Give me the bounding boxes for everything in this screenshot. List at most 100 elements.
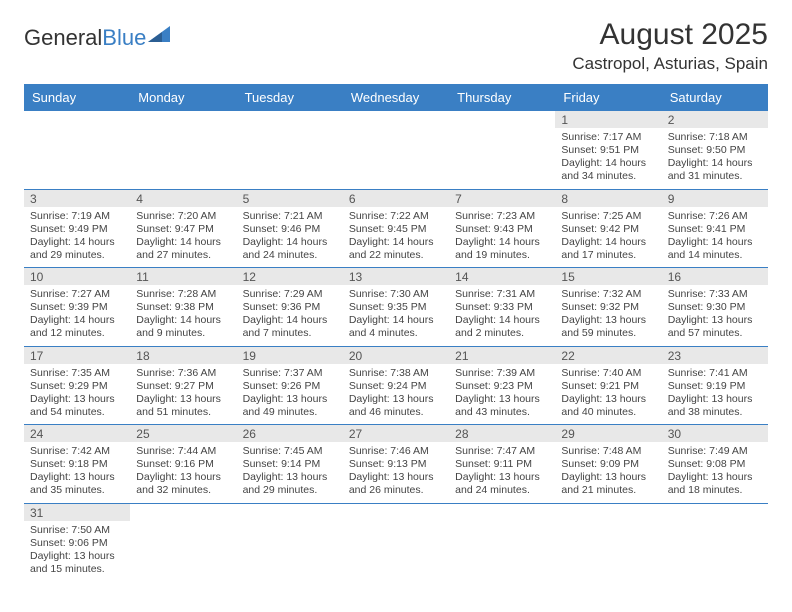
day-number: 17 bbox=[24, 347, 130, 364]
daylight-line1: Daylight: 13 hours bbox=[668, 314, 762, 327]
day-number: 30 bbox=[662, 425, 768, 442]
sail-icon bbox=[148, 24, 174, 44]
day-number bbox=[449, 504, 555, 521]
day-number: 14 bbox=[449, 268, 555, 285]
day-number: 12 bbox=[237, 268, 343, 285]
sunrise-text: Sunrise: 7:26 AM bbox=[668, 210, 762, 223]
daynum-row: 31 bbox=[24, 504, 768, 521]
sunset-text: Sunset: 9:42 PM bbox=[561, 223, 655, 236]
sunset-text: Sunset: 9:24 PM bbox=[349, 380, 443, 393]
sunset-text: Sunset: 9:39 PM bbox=[30, 301, 124, 314]
sunset-text: Sunset: 9:30 PM bbox=[668, 301, 762, 314]
sunset-text: Sunset: 9:19 PM bbox=[668, 380, 762, 393]
day-cell: Sunrise: 7:17 AMSunset: 9:51 PMDaylight:… bbox=[555, 128, 661, 189]
sunrise-text: Sunrise: 7:41 AM bbox=[668, 367, 762, 380]
sunrise-text: Sunrise: 7:19 AM bbox=[30, 210, 124, 223]
sunset-text: Sunset: 9:38 PM bbox=[136, 301, 230, 314]
sunset-text: Sunset: 9:29 PM bbox=[30, 380, 124, 393]
brand-part1: General bbox=[24, 25, 102, 51]
day-number: 27 bbox=[343, 425, 449, 442]
day-cell: Sunrise: 7:25 AMSunset: 9:42 PMDaylight:… bbox=[555, 207, 661, 268]
day-number: 5 bbox=[237, 190, 343, 207]
sunrise-text: Sunrise: 7:17 AM bbox=[561, 131, 655, 144]
daylight-line1: Daylight: 14 hours bbox=[668, 236, 762, 249]
daylight-line2: and 40 minutes. bbox=[561, 406, 655, 419]
daylight-line1: Daylight: 13 hours bbox=[30, 393, 124, 406]
sunset-text: Sunset: 9:27 PM bbox=[136, 380, 230, 393]
data-row: Sunrise: 7:27 AMSunset: 9:39 PMDaylight:… bbox=[24, 285, 768, 347]
sunrise-text: Sunrise: 7:33 AM bbox=[668, 288, 762, 301]
day-cell: Sunrise: 7:38 AMSunset: 9:24 PMDaylight:… bbox=[343, 364, 449, 425]
sunset-text: Sunset: 9:18 PM bbox=[30, 458, 124, 471]
day-number: 11 bbox=[130, 268, 236, 285]
daylight-line2: and 29 minutes. bbox=[243, 484, 337, 497]
daynum-row: 12 bbox=[24, 111, 768, 128]
sunset-text: Sunset: 9:26 PM bbox=[243, 380, 337, 393]
sunrise-text: Sunrise: 7:27 AM bbox=[30, 288, 124, 301]
sunrise-text: Sunrise: 7:36 AM bbox=[136, 367, 230, 380]
daylight-line1: Daylight: 13 hours bbox=[136, 393, 230, 406]
daylight-line1: Daylight: 13 hours bbox=[136, 471, 230, 484]
sunset-text: Sunset: 9:51 PM bbox=[561, 144, 655, 157]
day-cell: Sunrise: 7:50 AMSunset: 9:06 PMDaylight:… bbox=[24, 521, 130, 582]
daylight-line2: and 57 minutes. bbox=[668, 327, 762, 340]
header: GeneralBlue August 2025 Castropol, Astur… bbox=[24, 18, 768, 74]
weekday-label: Friday bbox=[555, 84, 661, 111]
daylight-line2: and 14 minutes. bbox=[668, 249, 762, 262]
day-number: 6 bbox=[343, 190, 449, 207]
weekday-label: Saturday bbox=[662, 84, 768, 111]
day-cell: Sunrise: 7:18 AMSunset: 9:50 PMDaylight:… bbox=[662, 128, 768, 189]
daylight-line2: and 18 minutes. bbox=[668, 484, 762, 497]
sunset-text: Sunset: 9:35 PM bbox=[349, 301, 443, 314]
daylight-line2: and 49 minutes. bbox=[243, 406, 337, 419]
day-number bbox=[24, 111, 130, 128]
sunset-text: Sunset: 9:08 PM bbox=[668, 458, 762, 471]
daynum-row: 3456789 bbox=[24, 190, 768, 207]
daylight-line2: and 27 minutes. bbox=[136, 249, 230, 262]
day-number: 29 bbox=[555, 425, 661, 442]
day-cell bbox=[237, 521, 343, 582]
day-cell bbox=[449, 521, 555, 582]
sunrise-text: Sunrise: 7:42 AM bbox=[30, 445, 124, 458]
day-cell: Sunrise: 7:48 AMSunset: 9:09 PMDaylight:… bbox=[555, 442, 661, 503]
daylight-line1: Daylight: 13 hours bbox=[243, 471, 337, 484]
day-cell: Sunrise: 7:29 AMSunset: 9:36 PMDaylight:… bbox=[237, 285, 343, 346]
sunrise-text: Sunrise: 7:29 AM bbox=[243, 288, 337, 301]
sunrise-text: Sunrise: 7:28 AM bbox=[136, 288, 230, 301]
daylight-line1: Daylight: 14 hours bbox=[30, 314, 124, 327]
daylight-line1: Daylight: 13 hours bbox=[30, 471, 124, 484]
day-cell: Sunrise: 7:45 AMSunset: 9:14 PMDaylight:… bbox=[237, 442, 343, 503]
day-cell: Sunrise: 7:19 AMSunset: 9:49 PMDaylight:… bbox=[24, 207, 130, 268]
sunset-text: Sunset: 9:46 PM bbox=[243, 223, 337, 236]
sunrise-text: Sunrise: 7:39 AM bbox=[455, 367, 549, 380]
day-number bbox=[237, 504, 343, 521]
sunrise-text: Sunrise: 7:38 AM bbox=[349, 367, 443, 380]
daylight-line1: Daylight: 13 hours bbox=[30, 550, 124, 563]
daylight-line2: and 43 minutes. bbox=[455, 406, 549, 419]
daylight-line1: Daylight: 14 hours bbox=[349, 236, 443, 249]
daylight-line1: Daylight: 14 hours bbox=[136, 314, 230, 327]
daylight-line2: and 22 minutes. bbox=[349, 249, 443, 262]
day-cell: Sunrise: 7:39 AMSunset: 9:23 PMDaylight:… bbox=[449, 364, 555, 425]
daylight-line1: Daylight: 14 hours bbox=[243, 314, 337, 327]
daylight-line2: and 21 minutes. bbox=[561, 484, 655, 497]
day-cell: Sunrise: 7:44 AMSunset: 9:16 PMDaylight:… bbox=[130, 442, 236, 503]
weekday-label: Monday bbox=[130, 84, 236, 111]
sunrise-text: Sunrise: 7:32 AM bbox=[561, 288, 655, 301]
sunset-text: Sunset: 9:47 PM bbox=[136, 223, 230, 236]
daylight-line2: and 2 minutes. bbox=[455, 327, 549, 340]
day-number bbox=[130, 111, 236, 128]
title-block: August 2025 Castropol, Asturias, Spain bbox=[572, 18, 768, 74]
sunset-text: Sunset: 9:09 PM bbox=[561, 458, 655, 471]
day-number: 31 bbox=[24, 504, 130, 521]
sunset-text: Sunset: 9:11 PM bbox=[455, 458, 549, 471]
sunrise-text: Sunrise: 7:21 AM bbox=[243, 210, 337, 223]
sunset-text: Sunset: 9:43 PM bbox=[455, 223, 549, 236]
day-cell: Sunrise: 7:42 AMSunset: 9:18 PMDaylight:… bbox=[24, 442, 130, 503]
sunrise-text: Sunrise: 7:18 AM bbox=[668, 131, 762, 144]
day-number: 1 bbox=[555, 111, 661, 128]
day-cell bbox=[555, 521, 661, 582]
sunset-text: Sunset: 9:21 PM bbox=[561, 380, 655, 393]
data-row: Sunrise: 7:35 AMSunset: 9:29 PMDaylight:… bbox=[24, 364, 768, 426]
sunset-text: Sunset: 9:41 PM bbox=[668, 223, 762, 236]
